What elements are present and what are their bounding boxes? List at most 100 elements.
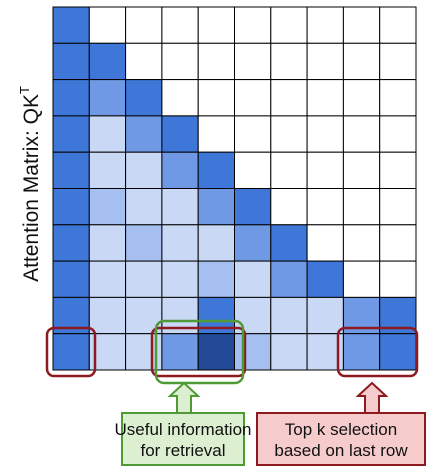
right-highlight-box (336, 326, 419, 378)
y-axis-label-superscript: T (17, 86, 32, 94)
matrix-cell (161, 151, 199, 189)
matrix-cell (270, 42, 308, 81)
matrix-cell (270, 260, 308, 298)
matrix-cell (306, 79, 344, 117)
matrix-cell (161, 79, 199, 117)
left-highlight-box (45, 326, 97, 378)
matrix-cell (270, 151, 308, 189)
matrix-cell (342, 79, 381, 117)
matrix-cell (52, 115, 90, 153)
matrix-cell (342, 188, 381, 226)
matrix-cell (125, 224, 163, 262)
top-k-arrow (355, 381, 389, 414)
matrix-cell (234, 79, 272, 117)
matrix-cell (234, 42, 272, 81)
matrix-cell (52, 79, 90, 117)
useful-info-box (121, 412, 245, 466)
matrix-cell (306, 296, 344, 335)
matrix-cell (88, 151, 127, 189)
top-k-box (256, 412, 426, 466)
matrix-cell (306, 6, 344, 44)
matrix-cell (379, 79, 417, 117)
matrix-cell (379, 224, 417, 262)
matrix-cell (234, 333, 272, 371)
matrix-cell (306, 224, 344, 262)
useful-info-arrow (167, 381, 201, 414)
matrix-cell (197, 224, 235, 262)
useful-info-highlight-box (154, 319, 245, 385)
y-axis-label-main: Attention Matrix: QK (20, 94, 43, 282)
matrix-cell (379, 6, 417, 44)
matrix-cell (88, 42, 127, 81)
matrix-cell (125, 115, 163, 153)
matrix-cell (52, 42, 90, 81)
matrix-cell (379, 188, 417, 226)
matrix-cell (125, 6, 163, 44)
matrix-cell (125, 42, 163, 81)
matrix-cell (342, 333, 381, 371)
matrix-cell (52, 333, 90, 371)
attention-matrix (52, 6, 417, 371)
matrix-cell (342, 224, 381, 262)
matrix-cell (197, 151, 235, 189)
y-axis-label: Attention Matrix: QKT (17, 86, 43, 282)
matrix-cell (125, 188, 163, 226)
matrix-cell (270, 224, 308, 262)
matrix-cell (379, 333, 417, 371)
matrix-cell (197, 188, 235, 226)
matrix-cell (270, 115, 308, 153)
matrix-cell (197, 115, 235, 153)
matrix-cell (197, 260, 235, 298)
matrix-cell (270, 6, 308, 44)
matrix-cell (88, 79, 127, 117)
useful-info-text-line2: for retrieval (140, 441, 225, 460)
matrix-cell (379, 115, 417, 153)
matrix-cell (161, 115, 199, 153)
matrix-cell (270, 188, 308, 226)
matrix-cell (234, 6, 272, 44)
matrix-cell (161, 188, 199, 226)
matrix-cell (270, 333, 308, 371)
matrix-cell (52, 151, 90, 189)
matrix-cell (161, 224, 199, 262)
matrix-cell (234, 188, 272, 226)
matrix-cell (306, 42, 344, 81)
matrix-cell (342, 42, 381, 81)
matrix-cell (161, 260, 199, 298)
matrix-cell (88, 296, 127, 335)
matrix-cell (88, 224, 127, 262)
matrix-cell (379, 260, 417, 298)
matrix-cell (270, 296, 308, 335)
useful-info-callout: Useful information for retrieval (114, 381, 252, 466)
matrix-cell (161, 42, 199, 81)
matrix-cell (342, 151, 381, 189)
matrix-cell (342, 260, 381, 298)
matrix-cell (270, 79, 308, 117)
top-k-text-line2: based on last row (274, 441, 408, 460)
useful-info-text-line1: Useful information (114, 420, 251, 439)
top-k-callout: Top k selection based on last row (256, 381, 426, 466)
top-k-text-line1: Top k selection (285, 420, 397, 439)
matrix-cell (88, 260, 127, 298)
matrix-cell (52, 224, 90, 262)
matrix-cell (88, 6, 127, 44)
matrix-cell (52, 188, 90, 226)
matrix-cell (234, 151, 272, 189)
matrix-cell (88, 115, 127, 153)
matrix-cell (125, 260, 163, 298)
matrix-cell (234, 115, 272, 153)
matrix-cell (52, 260, 90, 298)
matrix-cell (234, 224, 272, 262)
matrix-cell (306, 188, 344, 226)
matrix-cell (234, 260, 272, 298)
matrix-cell (125, 151, 163, 189)
matrix-cell (125, 79, 163, 117)
matrix-cell (379, 42, 417, 81)
matrix-cell (306, 115, 344, 153)
middle-red-highlight-box (150, 326, 247, 378)
matrix-cell (306, 151, 344, 189)
matrix-cell (197, 79, 235, 117)
matrix-cell (88, 188, 127, 226)
matrix-cell (161, 333, 199, 371)
